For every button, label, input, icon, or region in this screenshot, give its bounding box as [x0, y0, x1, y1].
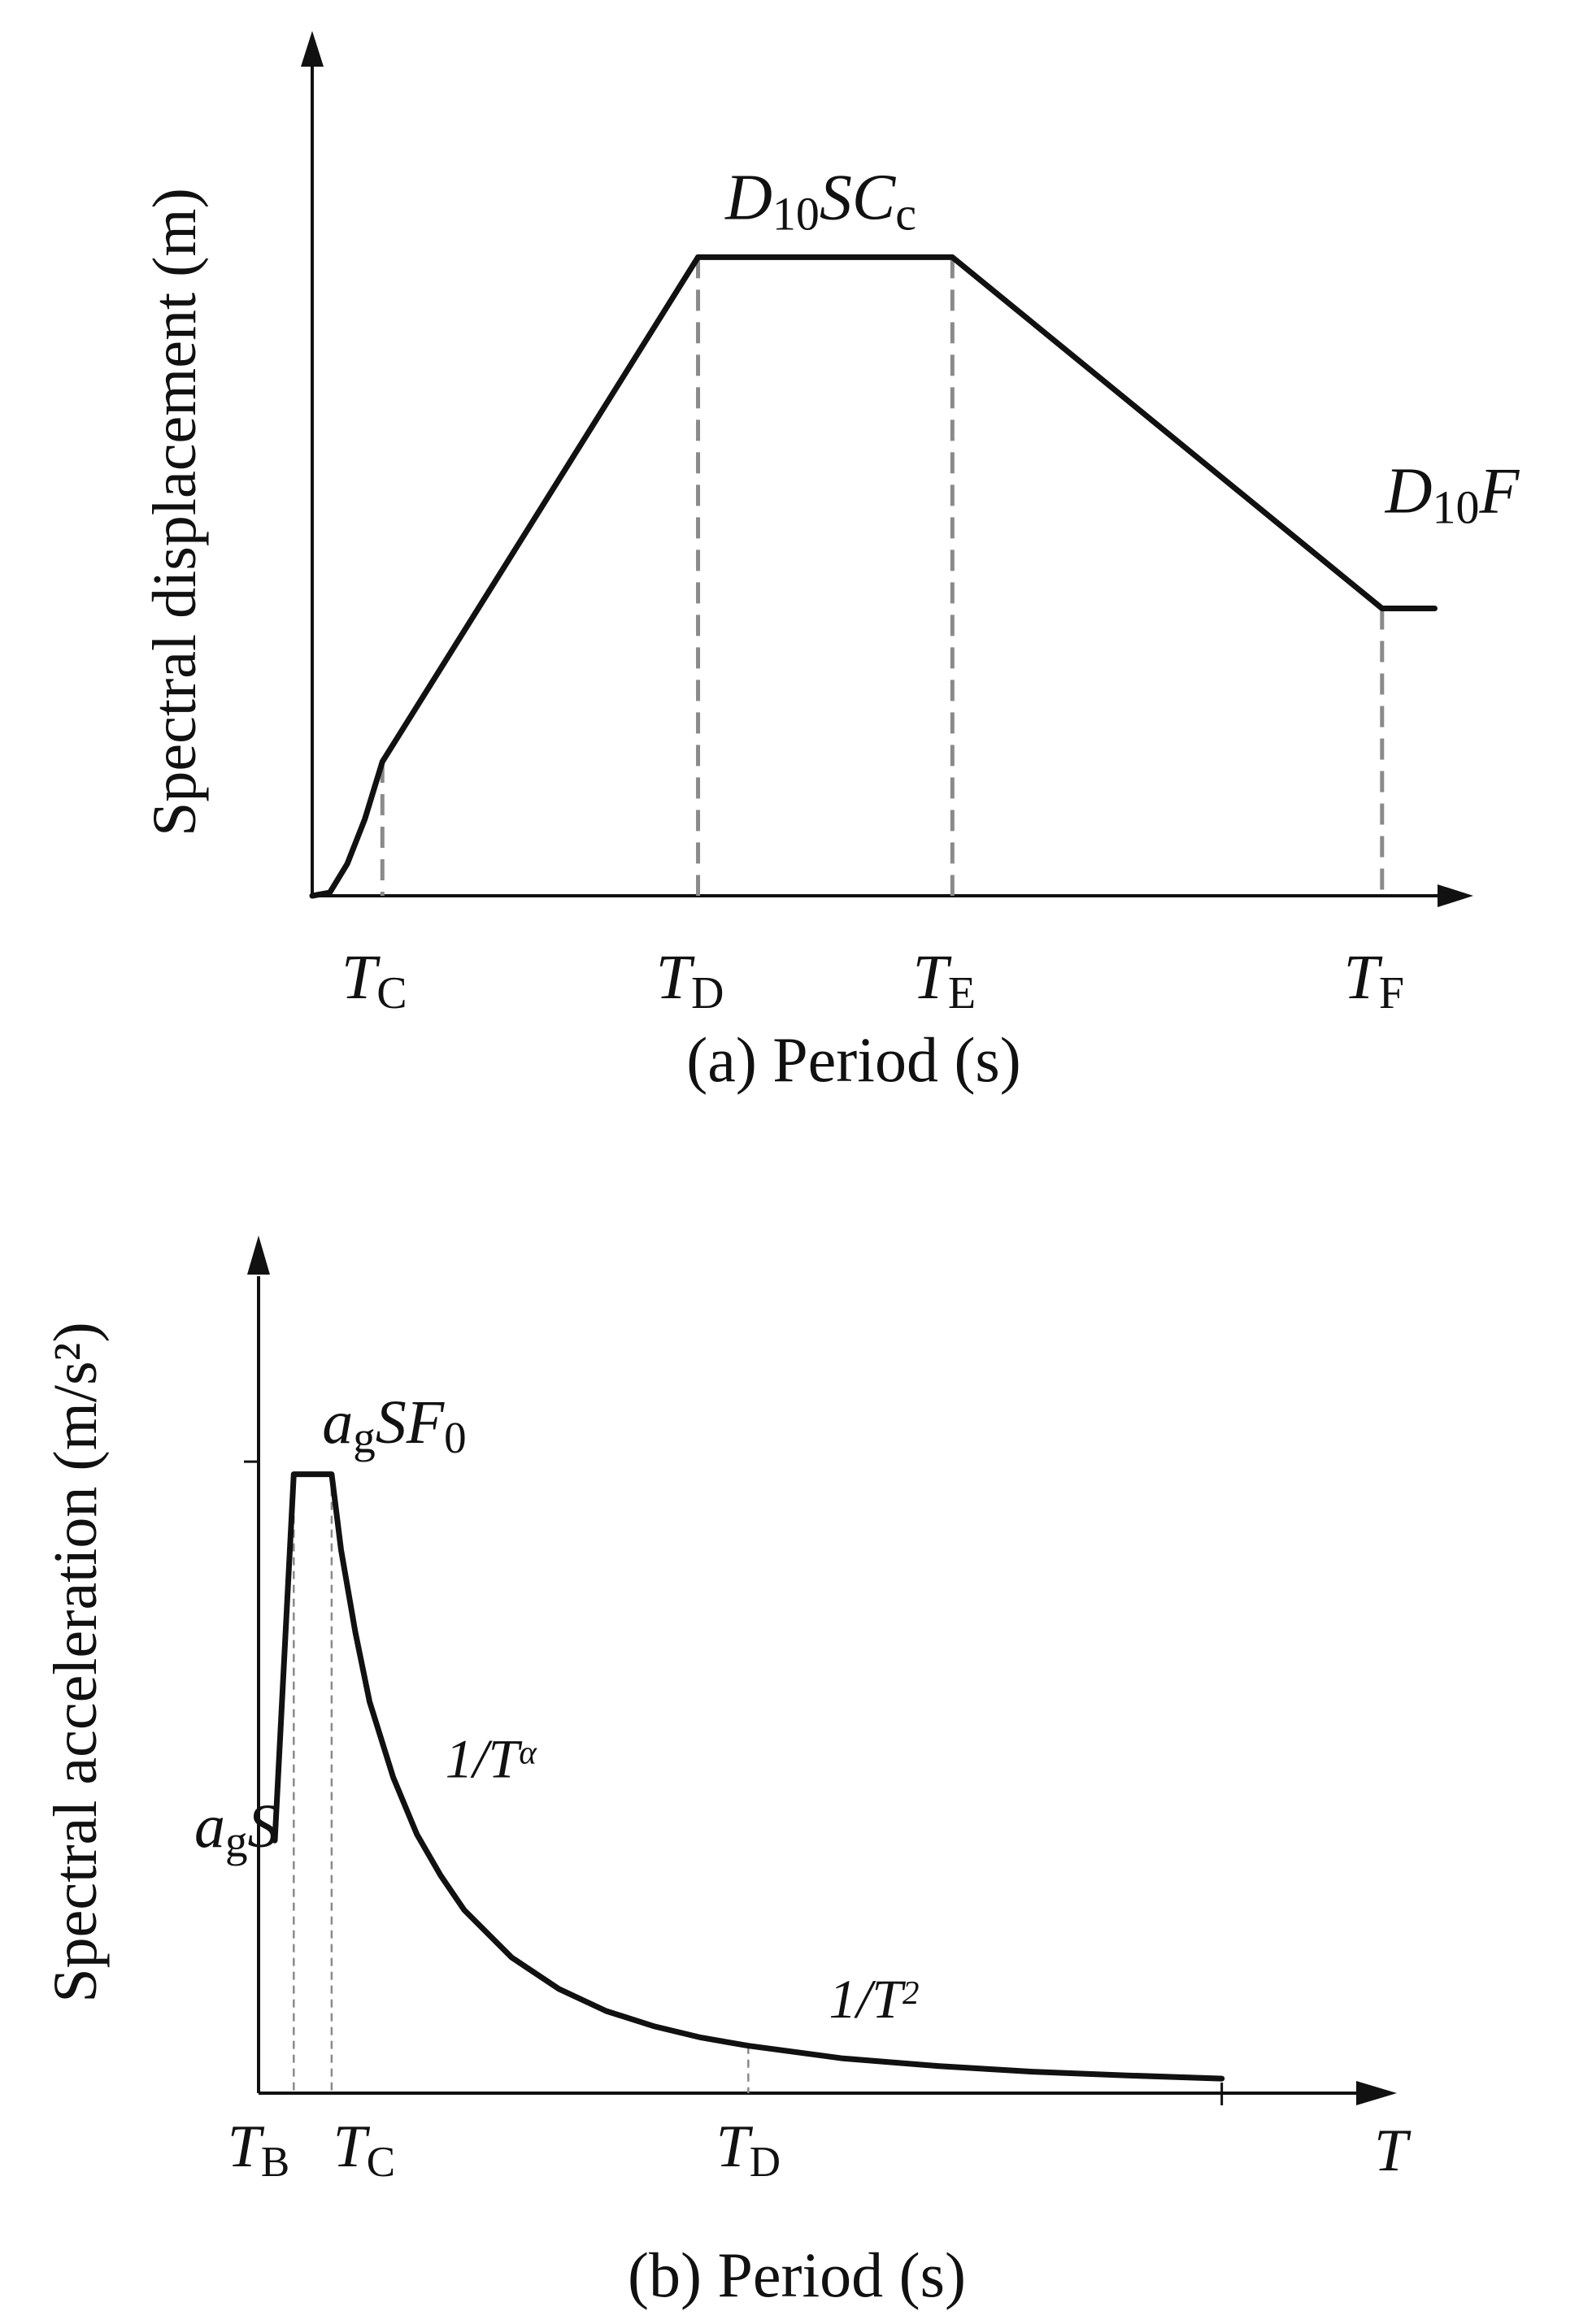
chart-a-x-tick-c-part: C [376, 968, 407, 1019]
chart-a-x-tick-d: TD [656, 941, 724, 1019]
chart-b-y-axis-arrow [247, 1236, 270, 1275]
chart-a-x-tick-f-part: F [1379, 968, 1404, 1019]
chart-b-x-tick-b-part: T [228, 2113, 265, 2180]
chart-a-annotation-plateau-part: SC [820, 162, 897, 233]
chart-a-annotation-plateau: D10SCc [724, 162, 916, 240]
chart-a-x-axis-arrow [1438, 884, 1473, 907]
chart-b-x-tick-d-part: D [750, 2139, 781, 2186]
chart-a-series-line [309, 254, 1438, 899]
chart-a-annotation-tail: D10F [1385, 456, 1520, 534]
chart-b-annotation-start-part: a [194, 1792, 225, 1861]
chart-b-y-axis-label: Spectral acceleration (m/s²) [41, 1322, 110, 2002]
chart-b-annotation-decay-alpha-part: 1/T [446, 1728, 523, 1790]
chart-b-annotation-decay-square-part: 1/T [829, 1968, 906, 2030]
chart-b-x-axis-arrow [1356, 2081, 1397, 2105]
chart-a-x-tick-d-part: T [656, 941, 695, 1012]
chart-a-annotation-plateau-part: D [724, 162, 772, 233]
chart-a-x-tick-e-part: T [913, 941, 952, 1012]
chart-b-annotation-decay-square: 1/T2 [829, 1968, 919, 2030]
chart-a-annotation-plateau-part: c [895, 187, 916, 240]
chart-a-x-tick-c-part: T [341, 941, 381, 1012]
chart-a-x-axis-label: (a) Period (s) [686, 1024, 1021, 1095]
chart-b-series-line [272, 1471, 1225, 2082]
chart-a-x-tick-d-part: D [691, 968, 724, 1019]
chart-a-annotation-plateau-part: 10 [772, 187, 820, 240]
chart-b-annotation-peak-part: a [322, 1388, 353, 1457]
chart-b-x-tick-c: TC [333, 2113, 396, 2186]
chart-b-x-axis-label: (b) Period (s) [628, 2239, 966, 2310]
chart-b-annotation-peak-part: 0 [444, 1413, 467, 1462]
chart-b-x-tick-b: TB [228, 2113, 290, 2186]
chart-b-annotation-start-part: S [248, 1792, 279, 1861]
chart-b-annotation-start: agS [194, 1792, 278, 1866]
chart-a-x-tick-c: TC [341, 941, 407, 1019]
chart-a-y-axis-arrow [301, 31, 324, 67]
chart-b-annotation-decay-alpha-part: α [519, 1733, 537, 1770]
chart-b-annotation-peak-part: g [353, 1413, 376, 1462]
chart-b-annotation-peak: agSF0 [322, 1388, 466, 1462]
chart-a-annotation-tail-part: D [1385, 456, 1433, 528]
chart-b-x-tick-d: TD [716, 2113, 781, 2186]
chart-b-annotation-decay-square-part: 2 [903, 1974, 920, 2011]
chart-b-annotation-decay-alpha: 1/Tα [446, 1728, 538, 1790]
chart-a-x-tick-e-part: E [948, 968, 976, 1019]
chart-b-x-tick-c-part: C [367, 2139, 395, 2186]
chart-a-y-axis-label: Spectral displacement (m) [141, 188, 209, 836]
chart-a-annotation-tail-part: F [1479, 456, 1520, 528]
chart-a-annotation-tail-part: 10 [1433, 480, 1480, 533]
chart-b-x-end-label: T [1374, 2118, 1412, 2184]
chart-b-x-tick-b-part: B [261, 2139, 289, 2186]
chart-b-annotation-peak-part: SF [376, 1388, 446, 1457]
chart-b-x-tick-c-part: T [333, 2113, 371, 2180]
chart-a-x-tick-f-part: T [1344, 941, 1383, 1012]
chart-a-x-tick-f: TF [1344, 941, 1405, 1019]
chart-b-x-tick-d-part: T [716, 2113, 754, 2180]
chart-a-x-tick-e: TE [913, 941, 977, 1019]
chart-b-annotation-start-part: g [225, 1817, 248, 1866]
